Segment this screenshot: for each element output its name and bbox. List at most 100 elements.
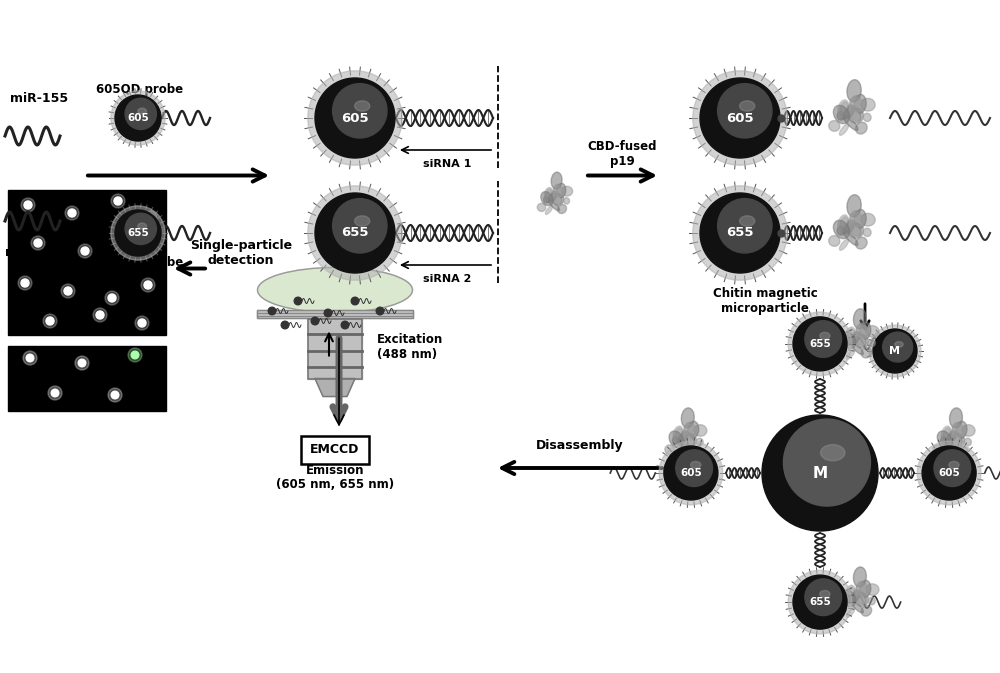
Circle shape xyxy=(917,441,981,505)
Ellipse shape xyxy=(855,334,868,348)
FancyBboxPatch shape xyxy=(301,435,369,464)
Ellipse shape xyxy=(933,445,943,454)
Text: 605: 605 xyxy=(341,112,369,125)
Ellipse shape xyxy=(845,586,855,600)
Ellipse shape xyxy=(962,425,975,436)
Ellipse shape xyxy=(850,213,864,227)
Ellipse shape xyxy=(851,333,860,344)
Ellipse shape xyxy=(951,433,964,448)
Ellipse shape xyxy=(839,239,849,250)
Ellipse shape xyxy=(860,322,871,339)
Ellipse shape xyxy=(355,101,370,111)
Ellipse shape xyxy=(546,189,552,203)
Ellipse shape xyxy=(854,209,866,229)
Ellipse shape xyxy=(837,604,847,614)
Circle shape xyxy=(805,579,842,616)
Ellipse shape xyxy=(682,435,692,446)
Circle shape xyxy=(144,281,152,289)
Ellipse shape xyxy=(838,215,849,232)
Ellipse shape xyxy=(544,197,549,203)
Circle shape xyxy=(111,91,165,145)
Ellipse shape xyxy=(552,195,560,204)
Ellipse shape xyxy=(833,105,850,124)
Circle shape xyxy=(333,199,387,253)
Ellipse shape xyxy=(551,191,562,204)
Circle shape xyxy=(31,236,45,250)
Circle shape xyxy=(146,214,154,222)
Ellipse shape xyxy=(682,431,694,446)
Ellipse shape xyxy=(842,114,858,131)
Ellipse shape xyxy=(937,431,952,448)
Circle shape xyxy=(114,197,122,205)
Circle shape xyxy=(18,276,32,290)
Circle shape xyxy=(46,317,54,325)
Text: 605QD probe: 605QD probe xyxy=(96,83,184,96)
Text: 605: 605 xyxy=(726,112,754,125)
Circle shape xyxy=(281,321,289,329)
Circle shape xyxy=(934,450,971,487)
Text: Emission
(605 nm, 655 nm): Emission (605 nm, 655 nm) xyxy=(276,464,394,491)
Text: miR-21: miR-21 xyxy=(5,246,54,260)
Circle shape xyxy=(123,231,137,245)
Ellipse shape xyxy=(855,593,868,606)
Ellipse shape xyxy=(848,110,859,121)
Ellipse shape xyxy=(821,445,845,461)
Ellipse shape xyxy=(681,408,694,428)
Ellipse shape xyxy=(947,433,956,443)
Circle shape xyxy=(311,317,319,325)
Ellipse shape xyxy=(853,309,866,329)
Circle shape xyxy=(138,319,146,327)
Ellipse shape xyxy=(941,426,951,441)
Ellipse shape xyxy=(844,222,854,234)
Circle shape xyxy=(111,206,165,260)
Ellipse shape xyxy=(854,332,866,347)
Ellipse shape xyxy=(868,339,875,347)
Circle shape xyxy=(341,321,349,329)
Ellipse shape xyxy=(673,426,683,441)
Ellipse shape xyxy=(847,607,855,617)
Ellipse shape xyxy=(837,226,844,235)
Ellipse shape xyxy=(943,448,951,458)
Circle shape xyxy=(34,239,42,247)
Bar xyxy=(257,310,413,318)
Ellipse shape xyxy=(847,105,861,121)
Text: EMCCD: EMCCD xyxy=(310,443,360,456)
Ellipse shape xyxy=(683,433,696,448)
Ellipse shape xyxy=(679,433,688,443)
Circle shape xyxy=(294,297,302,305)
Text: Disassembly: Disassembly xyxy=(536,439,624,452)
Circle shape xyxy=(126,234,134,242)
Ellipse shape xyxy=(847,220,861,236)
Circle shape xyxy=(308,71,402,165)
Circle shape xyxy=(315,78,395,158)
Circle shape xyxy=(65,206,79,220)
Ellipse shape xyxy=(856,122,867,134)
Ellipse shape xyxy=(849,340,863,355)
Ellipse shape xyxy=(861,98,875,111)
Text: 655: 655 xyxy=(809,597,831,607)
Ellipse shape xyxy=(553,186,564,197)
Ellipse shape xyxy=(684,424,697,437)
Ellipse shape xyxy=(841,590,856,607)
Circle shape xyxy=(105,291,119,305)
Text: 605: 605 xyxy=(680,468,702,478)
Ellipse shape xyxy=(863,113,871,122)
Circle shape xyxy=(268,307,276,315)
Ellipse shape xyxy=(949,462,959,468)
Ellipse shape xyxy=(847,328,855,345)
Ellipse shape xyxy=(856,581,866,593)
Ellipse shape xyxy=(665,445,675,454)
Circle shape xyxy=(43,314,57,328)
Circle shape xyxy=(125,98,156,129)
Circle shape xyxy=(922,446,976,500)
Bar xyxy=(8,190,166,335)
Ellipse shape xyxy=(853,567,866,587)
Circle shape xyxy=(24,201,32,209)
Ellipse shape xyxy=(854,94,866,114)
Circle shape xyxy=(762,415,878,531)
Ellipse shape xyxy=(564,198,570,204)
Ellipse shape xyxy=(945,439,959,454)
Ellipse shape xyxy=(669,431,684,448)
Text: M: M xyxy=(812,466,828,481)
Bar xyxy=(308,318,362,378)
